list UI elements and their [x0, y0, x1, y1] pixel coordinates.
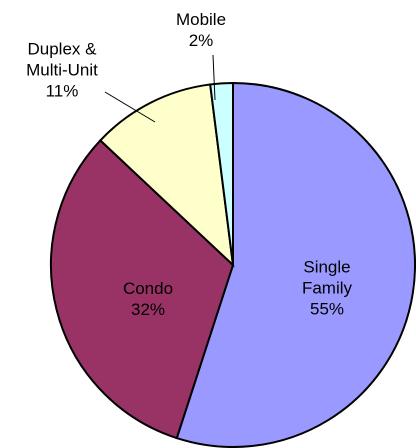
pie-slice	[50, 138, 235, 440]
slice-label: Mobile 2%	[166, 9, 236, 51]
category-label: Duplex & Multi-Unit	[26, 39, 98, 80]
value-label: 55%	[309, 299, 345, 319]
pie-slice	[209, 81, 234, 266]
value-label: 11%	[45, 81, 79, 101]
slice-label: Condo 32%	[113, 278, 183, 320]
slice-label: Single Family 55%	[292, 257, 362, 320]
category-label: Condo	[122, 279, 174, 298]
category-label: Mobile	[175, 10, 227, 29]
value-label: 32%	[130, 300, 166, 319]
value-label: 2%	[188, 31, 214, 50]
leader-line	[104, 91, 156, 123]
pie-slice	[98, 83, 235, 268]
slice-label: Duplex & Multi-Unit 11%	[12, 39, 112, 102]
category-label: Single Family	[301, 257, 353, 298]
pie-slice	[175, 81, 416, 448]
leader-line	[212, 54, 216, 101]
